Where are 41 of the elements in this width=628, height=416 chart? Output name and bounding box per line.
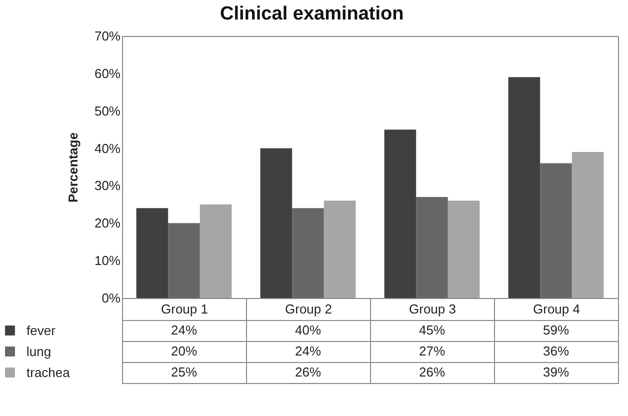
bar [200,204,232,298]
data-label: 25% [170,364,198,380]
data-label: 45% [418,322,446,338]
y-tick-label: 70% [94,28,121,44]
bar [508,77,540,298]
y-tick-label: 30% [94,178,121,194]
x-tick-label: Group 2 [285,302,332,316]
data-label: 59% [542,322,570,338]
y-axis-title: Percentage [65,132,80,203]
bar [260,148,292,298]
x-tick-label: Group 1 [161,302,208,316]
legend-label: trachea [26,365,71,380]
bar [448,200,480,298]
chart-title: Clinical examination [220,4,404,24]
bar [540,163,572,298]
x-tick-label: Group 3 [409,302,456,316]
bar [324,200,356,298]
bar [416,196,448,298]
y-tick-label: 20% [94,216,121,231]
y-tick-label: 0% [102,290,121,306]
bar [168,223,200,298]
bar [292,208,324,298]
data-label: 36% [542,344,570,358]
data-label: 40% [294,322,322,338]
data-label: 27% [418,344,446,358]
bar [384,130,416,298]
data-label: 20% [170,344,198,358]
y-tick-label: 10% [94,253,121,268]
data-label: 26% [294,364,322,380]
y-tick-label: 40% [94,140,121,156]
bar [136,208,168,298]
legend-label: lung [26,344,52,359]
data-label: 26% [418,364,446,380]
bar [572,152,604,298]
y-tick-label: 60% [94,66,121,81]
data-label: 39% [542,364,570,380]
data-label: 24% [294,344,322,358]
legend-label: fever [26,323,56,338]
x-tick-label: Group 4 [533,302,580,316]
data-label: 24% [170,322,198,338]
y-tick-label: 50% [94,103,121,118]
